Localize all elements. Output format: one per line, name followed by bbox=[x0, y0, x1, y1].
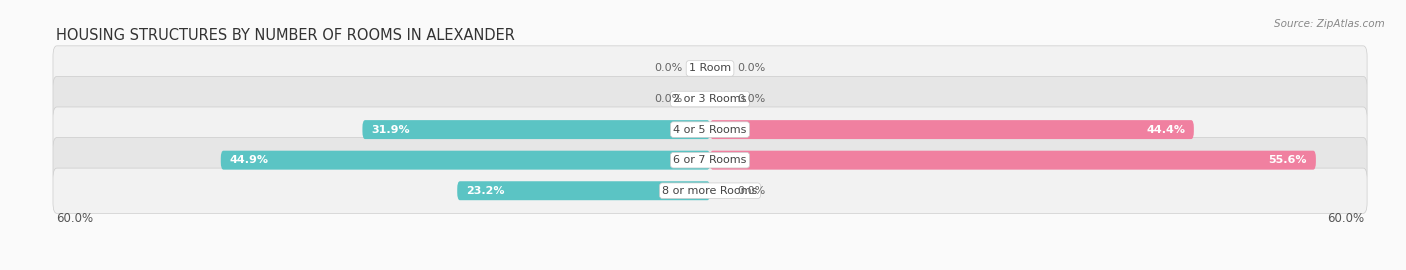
Text: 44.9%: 44.9% bbox=[229, 155, 269, 165]
FancyBboxPatch shape bbox=[457, 181, 710, 200]
FancyBboxPatch shape bbox=[710, 120, 1194, 139]
Text: 60.0%: 60.0% bbox=[1327, 212, 1364, 225]
FancyBboxPatch shape bbox=[53, 107, 1367, 152]
Text: 23.2%: 23.2% bbox=[465, 186, 505, 196]
Text: 0.0%: 0.0% bbox=[655, 94, 683, 104]
Text: Source: ZipAtlas.com: Source: ZipAtlas.com bbox=[1274, 19, 1385, 29]
Text: 0.0%: 0.0% bbox=[737, 186, 765, 196]
Text: 31.9%: 31.9% bbox=[371, 124, 409, 135]
FancyBboxPatch shape bbox=[221, 151, 710, 170]
FancyBboxPatch shape bbox=[53, 168, 1367, 213]
FancyBboxPatch shape bbox=[363, 120, 710, 139]
Text: 8 or more Rooms: 8 or more Rooms bbox=[662, 186, 758, 196]
Text: 4 or 5 Rooms: 4 or 5 Rooms bbox=[673, 124, 747, 135]
Text: 0.0%: 0.0% bbox=[737, 63, 765, 73]
Text: 0.0%: 0.0% bbox=[655, 63, 683, 73]
FancyBboxPatch shape bbox=[53, 46, 1367, 91]
Text: 44.4%: 44.4% bbox=[1146, 124, 1185, 135]
Text: 55.6%: 55.6% bbox=[1268, 155, 1308, 165]
Text: 0.0%: 0.0% bbox=[737, 94, 765, 104]
Text: 60.0%: 60.0% bbox=[56, 212, 93, 225]
FancyBboxPatch shape bbox=[53, 137, 1367, 183]
Text: 2 or 3 Rooms: 2 or 3 Rooms bbox=[673, 94, 747, 104]
Text: 6 or 7 Rooms: 6 or 7 Rooms bbox=[673, 155, 747, 165]
Text: 1 Room: 1 Room bbox=[689, 63, 731, 73]
Text: HOUSING STRUCTURES BY NUMBER OF ROOMS IN ALEXANDER: HOUSING STRUCTURES BY NUMBER OF ROOMS IN… bbox=[56, 28, 515, 43]
FancyBboxPatch shape bbox=[53, 76, 1367, 122]
FancyBboxPatch shape bbox=[710, 151, 1316, 170]
